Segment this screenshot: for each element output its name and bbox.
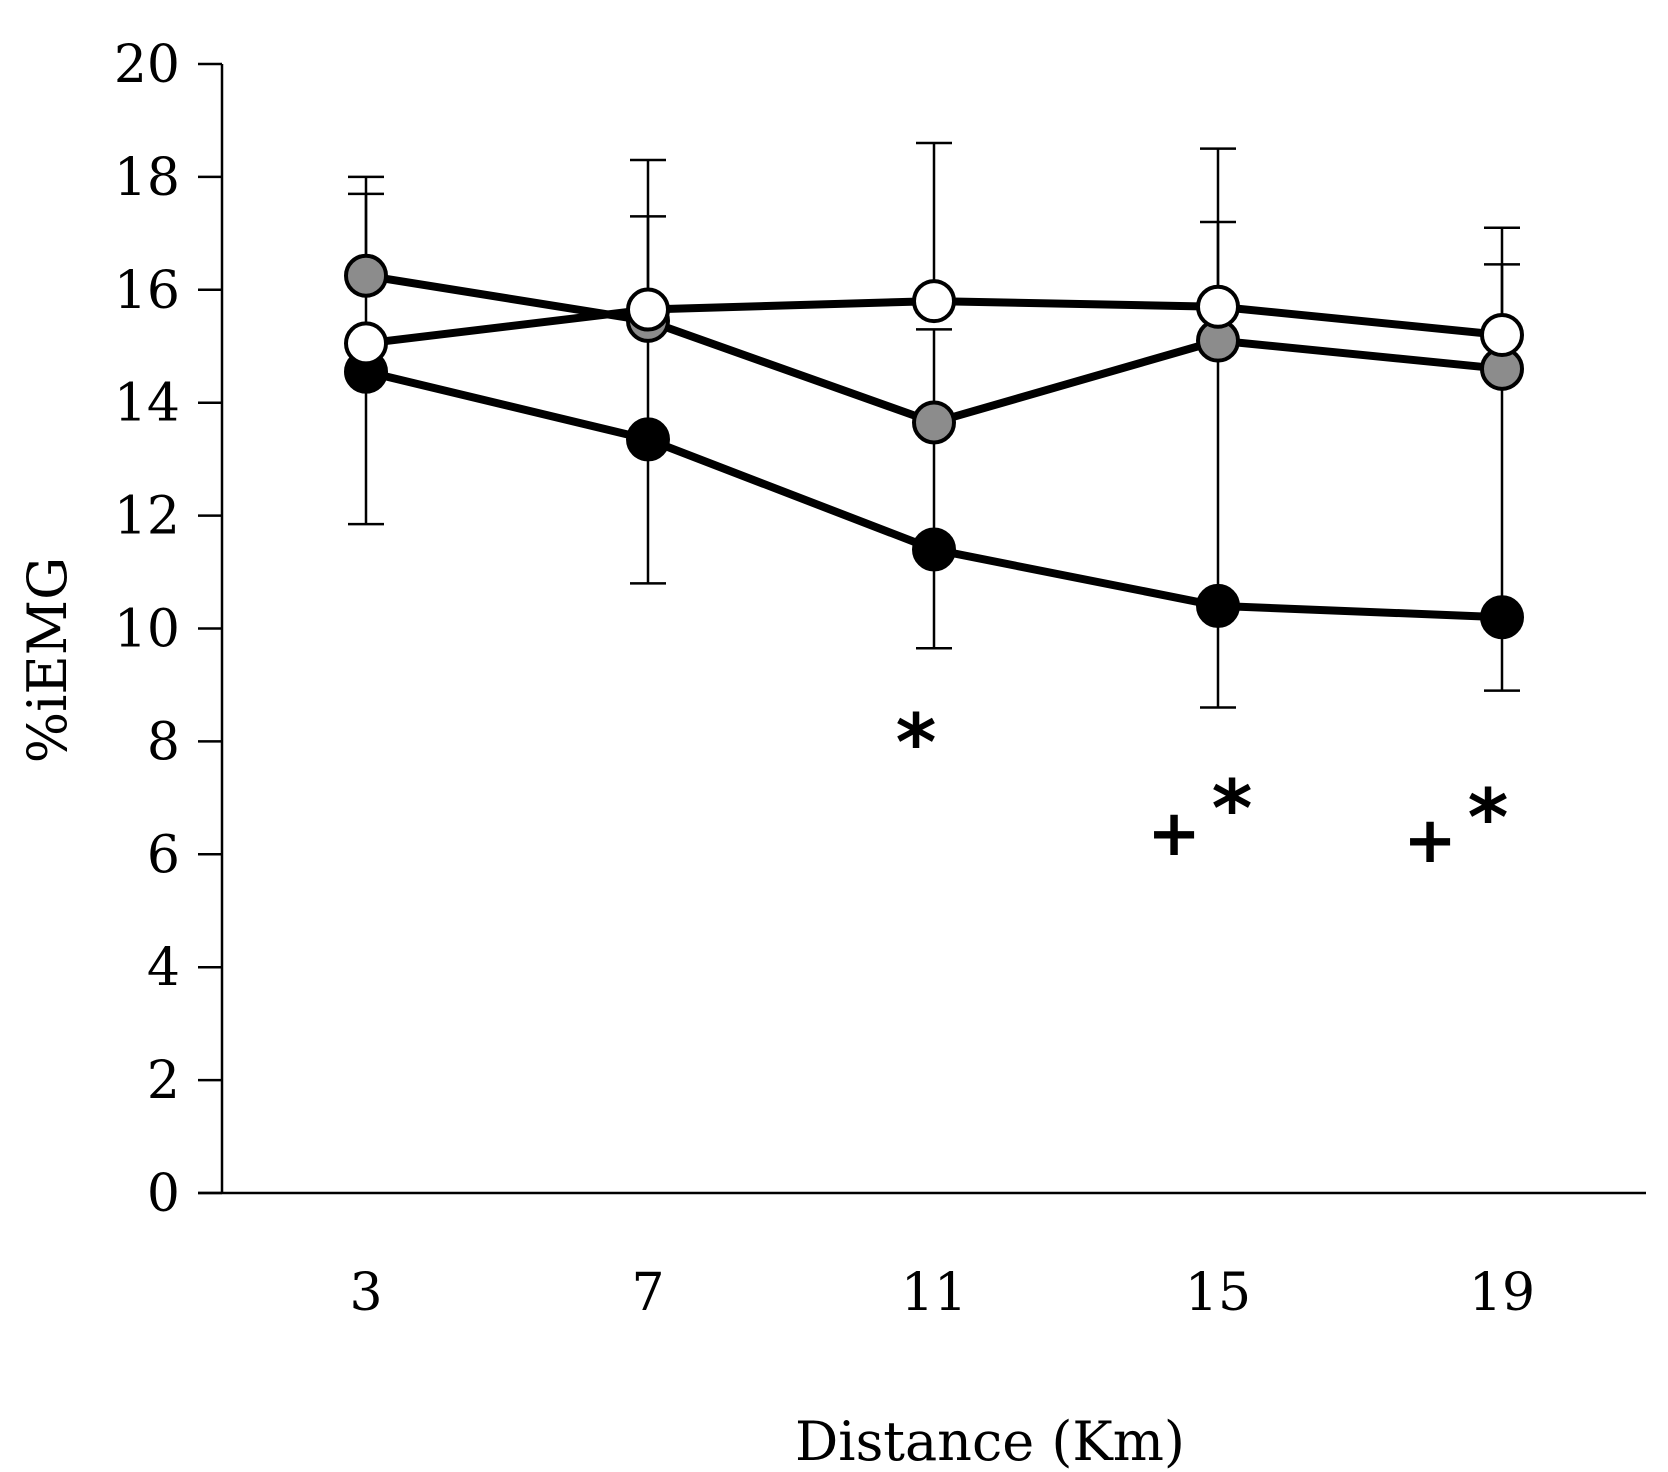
marker-black-filled [912, 527, 956, 572]
significance-glyph: * [1212, 765, 1253, 855]
significance-glyph: + [1147, 797, 1201, 871]
significance-glyph: + [1403, 804, 1457, 878]
significance-glyph: * [896, 699, 937, 789]
y-tick-label: 12 [114, 487, 180, 547]
y-tick-label: 18 [114, 148, 180, 208]
x-tick-label: 7 [631, 1263, 664, 1323]
marker-white-open [1480, 312, 1524, 357]
y-axis: 0 2 4 6 8 10 12 14 16 18 20 [114, 35, 224, 1224]
x-tick-label: 11 [901, 1263, 967, 1323]
marker-black-filled [626, 417, 670, 462]
marker-white-open [912, 279, 956, 324]
marker-grey-filled [344, 253, 388, 298]
marker-white-open [626, 287, 670, 332]
x-tick-label: 15 [1185, 1263, 1251, 1323]
x-axis-title: Distance (Km) [795, 1410, 1185, 1472]
significance-marker: ** [896, 699, 937, 789]
significance-marker: +*+* [1403, 774, 1509, 878]
y-tick-label: 8 [147, 712, 180, 772]
significance-glyph: * [1468, 774, 1509, 864]
annotations: **+*+*+*+* [896, 699, 1509, 878]
marker-white-open [1196, 284, 1240, 329]
y-tick-label: 10 [114, 600, 180, 660]
y-tick-label: 0 [147, 1164, 180, 1224]
y-tick-label: 6 [147, 825, 180, 885]
y-tick-label: 14 [114, 374, 180, 434]
marker-white-open [344, 321, 388, 366]
marker-black-filled [1196, 583, 1240, 628]
series-markers [344, 253, 1524, 640]
marker-grey-filled [912, 400, 956, 445]
y-tick-label: 16 [114, 261, 180, 321]
y-tick-label: 2 [147, 1051, 180, 1111]
significance-marker: +*+* [1147, 765, 1253, 871]
x-tick-label: 19 [1469, 1263, 1535, 1323]
x-tick-label: 3 [349, 1263, 382, 1323]
x-axis: 3 7 11 15 19 [198, 1191, 1646, 1323]
y-axis-title: %iEMG [16, 557, 79, 763]
y-tick-label: 4 [147, 938, 180, 998]
marker-black-filled [1480, 595, 1524, 640]
y-tick-label: 20 [114, 35, 180, 95]
